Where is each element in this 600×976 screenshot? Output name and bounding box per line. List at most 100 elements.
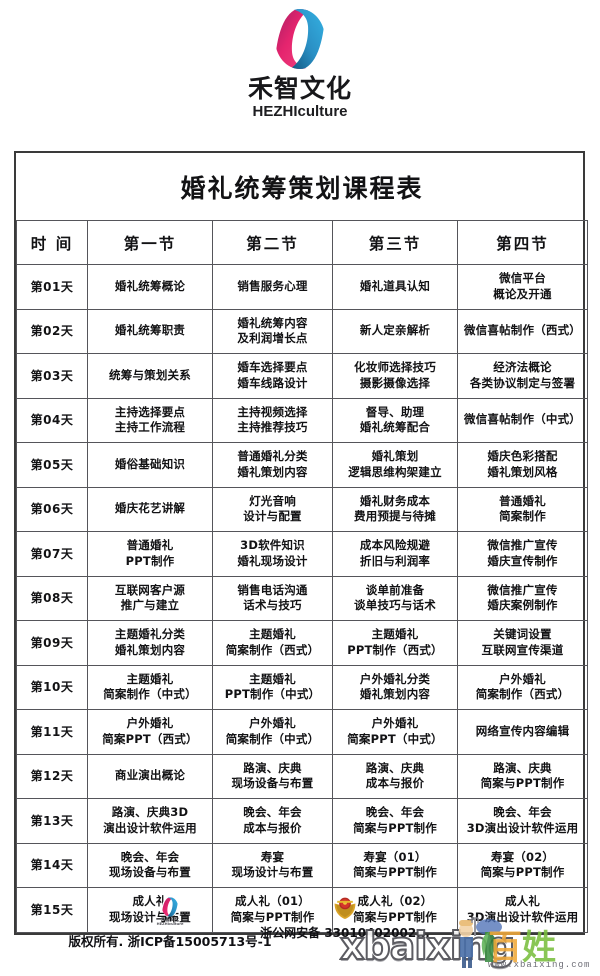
cell-session-1: 主题婚礼分类 婚礼策划内容 — [87, 620, 213, 666]
cell-day: 第10天 — [16, 664, 88, 710]
cell-line: 简案与PPT制作 — [230, 909, 315, 924]
cell-line: 微信推广宣传 — [487, 538, 558, 553]
cell-line: 谈单技巧与话术 — [354, 598, 436, 613]
cell-line: 主题婚礼 — [249, 671, 296, 686]
page-footer: 禾智文化 HEZHIculture 版权所有. 浙ICP备15005713号-1… — [0, 893, 600, 972]
cell-session-1: 婚礼统筹概论 — [87, 264, 213, 310]
cell-line: 主持选择要点 — [114, 404, 186, 419]
cell-line: 简案制作（西式） — [475, 687, 570, 702]
table-row: 第13天 路演、庆典3D 演出设计软件运用 晚会、年会 成本与报价 晚会、年会 简案与PPT… — [16, 798, 589, 844]
cell-line: 销售服务心理 — [237, 278, 308, 293]
cell-day: 第02天 — [16, 308, 88, 354]
cell-day: 第08天 — [16, 575, 88, 621]
cell-line: 统筹与策划关系 — [109, 367, 191, 382]
table-row: 第08天 互联网客户源 推广与建立 销售电话沟通 话术与技巧 谈单前准备 谈单技巧与话术 微信… — [16, 575, 589, 621]
cell-line: 3D软件知识 — [240, 538, 305, 553]
brand-header: 禾智文化 HEZHIculture — [0, 0, 600, 120]
cell-session-1: 晚会、年会 现场设备与布置 — [87, 842, 213, 888]
cell-line: 寿宴 — [260, 849, 285, 864]
cell-day: 第12天 — [16, 753, 88, 799]
cell-day: 第05天 — [16, 442, 88, 488]
table-row: 第04天 主持选择要点 主持工作流程 主持视频选择 主持推荐技巧 督导、助理 婚礼统筹配合微… — [16, 397, 589, 443]
cell-session-3: 化妆师选择技巧 摄影摄像选择 — [332, 353, 458, 399]
cell-session-4: 微信平台 概论及开通 — [456, 264, 589, 310]
cell-line: 晚会、年会 — [493, 805, 552, 820]
cell-line: 路演、庆典 — [243, 760, 302, 775]
cell-session-2: 销售服务心理 — [212, 264, 333, 310]
cell-line: 婚俗基础知识 — [114, 456, 186, 471]
cell-line: 寿宴（02） — [490, 849, 555, 864]
cell-session-4: 网络宣传内容编辑 — [456, 709, 589, 755]
cell-day: 第09天 — [16, 620, 88, 666]
cell-line: 成本与报价 — [365, 776, 425, 791]
cell-line: 商业演出概论 — [114, 768, 186, 783]
cell-session-4: 户外婚礼 简案制作（西式） — [456, 664, 589, 710]
cell-session-2: 晚会、年会 成本与报价 — [212, 798, 333, 844]
table-row: 第03天 统筹与策划关系 婚车选择要点 婚车线路设计 化妆师选择技巧 摄影摄像选择 经济法概… — [16, 353, 589, 399]
cell-line: 婚礼统筹职责 — [114, 323, 186, 338]
cell-line: 户外婚礼 — [249, 716, 296, 731]
cell-line: 概论及开通 — [493, 286, 552, 301]
cell-line: 寿宴（01） — [363, 849, 427, 864]
cell-line: 现场设备与布置 — [109, 865, 191, 880]
cell-line: 简案PPT（中式） — [347, 731, 443, 746]
cell-line: 逻辑思维构架建立 — [348, 464, 442, 479]
cell-line: 简案制作（中式） — [103, 687, 197, 702]
course-schedule-sheet: 婚礼统筹策划课程表 时 间第一节 第二节 第三节 第四节 第01天 婚礼统筹概论 销售服务… — [14, 151, 589, 935]
cell-line: 督导、助理 — [365, 404, 425, 419]
cell-session-3: 新人定亲解析 — [332, 308, 458, 354]
cell-line: 简案与PPT制作 — [480, 865, 565, 880]
cell-session-3: 成本风险规避 折旧与利润率 — [332, 531, 458, 577]
cell-line: 户外婚礼 — [371, 716, 419, 731]
cell-line: 关键词设置 — [493, 627, 552, 642]
cell-session-3: 婚礼策划 逻辑思维构架建立 — [332, 442, 458, 488]
cell-line: 婚礼道具认知 — [359, 278, 431, 293]
cell-line: 主题婚礼 — [126, 671, 174, 686]
cell-line: 化妆师选择技巧 — [354, 360, 436, 375]
cell-session-1: 主持选择要点 主持工作流程 — [87, 397, 213, 443]
cell-line: 及利润增长点 — [237, 331, 308, 346]
cell-line: 婚礼策划 — [371, 449, 419, 464]
footer-logo-latin: HEZHIculture — [156, 922, 184, 927]
copyright-text: 版权所有. 浙ICP备15005713号-1 — [68, 934, 272, 950]
footer-police-record-block: 浙公网安备 33010402002... — [240, 895, 450, 941]
police-badge-icon — [332, 895, 358, 921]
cell-day: 第13天 — [16, 798, 88, 844]
cell-line: 简案与PPT制作 — [353, 909, 437, 924]
cell-line: 婚礼策划内容 — [114, 642, 186, 657]
cell-session-4: 微信喜帖制作（西式） — [456, 308, 589, 354]
cell-line: 晚会、年会 — [365, 805, 425, 820]
cell-line: 灯光音响 — [249, 493, 296, 508]
cell-line: 3D演出设计软件运用 — [466, 820, 579, 835]
cell-session-4: 微信推广宣传 婚庆宣传制作 — [456, 531, 589, 577]
cell-session-2: 婚礼统筹内容 及利润增长点 — [212, 308, 333, 354]
cell-session-2: 灯光音响 设计与配置 — [212, 486, 333, 532]
cell-line: 路演、庆典 — [365, 760, 425, 775]
cell-day: 第03天 — [16, 353, 88, 399]
cell-day: 第04天 — [16, 397, 88, 443]
cell-line: 婚礼统筹配合 — [359, 420, 431, 435]
hezhi-swirl-logo-small-icon — [159, 897, 181, 917]
cell-line: 简案PPT（西式） — [102, 731, 198, 746]
cell-line: 婚庆案例制作 — [487, 598, 558, 613]
cell-line: 主持视频选择 — [237, 404, 308, 419]
cell-session-1: 户外婚礼 简案PPT（西式） — [87, 709, 213, 755]
table-row: 第07天 普通婚礼 PPT制作 3D软件知识 婚礼现场设计 成本风险规避 折旧与利润率 微信推… — [16, 531, 589, 577]
cell-line: 主持工作流程 — [114, 420, 186, 435]
cell-line: 新人定亲解析 — [359, 323, 431, 338]
police-record-text: 浙公网安备 33010402002... — [260, 926, 430, 940]
cell-line: 互联网客户源 — [114, 582, 186, 597]
cell-day: 第11天 — [16, 709, 88, 755]
table-body: 第01天 婚礼统筹概论 销售服务心理 婚礼道具认知 微信平台 概论及开通 第02天 婚礼统筹职… — [16, 264, 589, 933]
cell-session-2: 婚车选择要点 婚车线路设计 — [212, 353, 333, 399]
cell-line: 户外婚礼 — [126, 716, 174, 731]
cell-line: 费用预提与待摊 — [354, 509, 436, 524]
cell-session-3: 婚礼道具认知 — [332, 264, 458, 310]
cell-line: 主题婚礼 — [371, 627, 419, 642]
cell-line: 婚礼财务成本 — [359, 493, 431, 508]
cell-day: 第15天 — [16, 887, 88, 933]
cell-session-2: 销售电话沟通 话术与技巧 — [212, 575, 333, 621]
table-row: 第05天 婚俗基础知识 普通婚礼分类 婚礼策划内容 婚礼策划 逻辑思维构架建立 婚庆色彩搭配… — [16, 442, 589, 488]
table-row: 第11天 户外婚礼 简案PPT（西式） 户外婚礼 简案制作（中式） 户外婚礼 简案PPT（中… — [16, 709, 589, 755]
cell-line: 路演、庆典3D — [111, 805, 189, 820]
